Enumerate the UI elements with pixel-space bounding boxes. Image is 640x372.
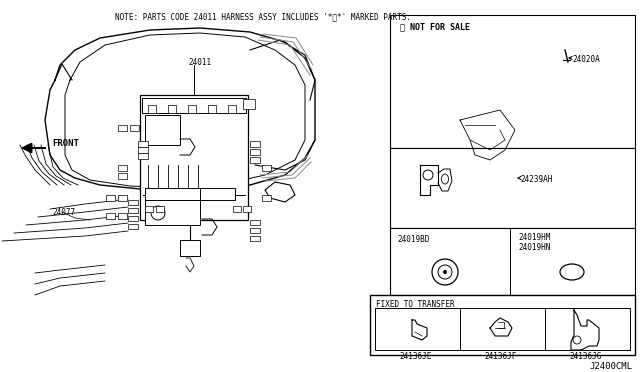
Bar (200, 188, 235, 200)
Bar (262, 165, 271, 171)
Bar (208, 105, 216, 113)
Bar (145, 206, 153, 212)
Text: J2400CML: J2400CML (589, 362, 632, 371)
Bar (106, 195, 115, 201)
Bar (145, 115, 180, 145)
Bar (118, 173, 127, 179)
Bar (390, 228, 635, 295)
Bar (250, 220, 260, 225)
Circle shape (443, 270, 447, 274)
Bar (142, 98, 246, 113)
Bar (138, 141, 148, 147)
Text: 24019BD: 24019BD (397, 235, 429, 244)
Text: FRONT: FRONT (52, 140, 79, 148)
Bar (118, 125, 127, 131)
Bar (138, 147, 148, 153)
Bar (118, 213, 127, 219)
Text: 24136JE: 24136JE (399, 352, 431, 361)
Bar (370, 295, 635, 355)
Bar (250, 236, 260, 241)
Bar (145, 188, 203, 200)
Text: NOTE: PARTS CODE 24011 HARNESS ASSY INCLUDES '*※*' MARKED PARTS.: NOTE: PARTS CODE 24011 HARNESS ASSY INCL… (115, 12, 411, 21)
Bar (243, 99, 255, 109)
Bar (128, 216, 138, 221)
Bar (262, 195, 271, 201)
Text: 24077: 24077 (52, 208, 75, 217)
Bar (250, 228, 260, 233)
Bar (145, 200, 200, 225)
Text: 24239AH: 24239AH (520, 175, 552, 184)
Bar (156, 206, 164, 212)
Bar (138, 153, 148, 159)
Bar (250, 157, 260, 163)
Text: 24011: 24011 (188, 58, 211, 67)
Bar (243, 206, 251, 212)
Bar (118, 165, 127, 171)
Text: 24019HN: 24019HN (518, 243, 550, 252)
Bar (375, 308, 630, 350)
Bar (128, 224, 138, 229)
Bar (390, 15, 635, 148)
Bar (106, 213, 115, 219)
Bar (130, 125, 139, 131)
Text: 24019HM: 24019HM (518, 233, 550, 242)
Text: 24020A: 24020A (572, 55, 600, 64)
Bar (250, 149, 260, 155)
Bar (118, 195, 127, 201)
Text: ※ NOT FOR SALE: ※ NOT FOR SALE (400, 22, 470, 31)
Bar (140, 95, 248, 220)
Bar (128, 208, 138, 213)
Text: FIXED TO TRANSFER: FIXED TO TRANSFER (376, 300, 454, 309)
Text: 24136JF: 24136JF (484, 352, 516, 361)
Bar (188, 105, 196, 113)
Bar (128, 200, 138, 205)
Bar (390, 148, 635, 228)
Bar (250, 141, 260, 147)
Bar (168, 105, 176, 113)
Bar (233, 206, 241, 212)
Bar (228, 105, 236, 113)
Bar (148, 105, 156, 113)
Text: 24136JG: 24136JG (569, 352, 602, 361)
